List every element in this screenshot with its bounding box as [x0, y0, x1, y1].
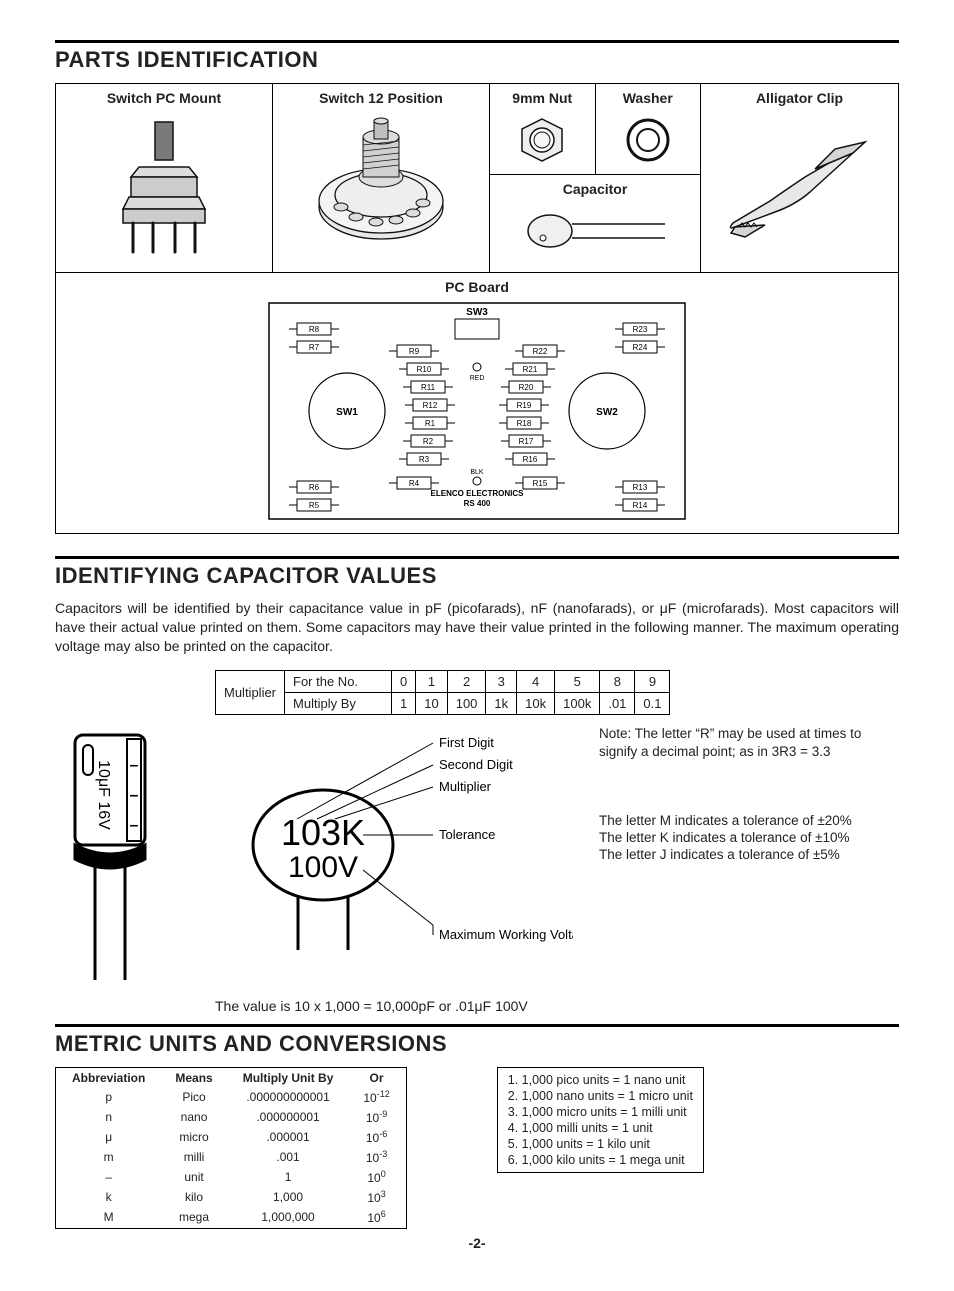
- svg-text:R3: R3: [419, 455, 430, 464]
- svg-text:SW2: SW2: [596, 407, 618, 418]
- svg-text:–: –: [130, 757, 139, 774]
- label-clip: Alligator Clip: [709, 90, 890, 106]
- svg-text:Maximum Working Voltage: Maximum Working Voltage: [439, 927, 573, 942]
- svg-text:SW1: SW1: [336, 407, 358, 418]
- cap-intro-text: Capacitors will be identified by their c…: [55, 599, 899, 656]
- svg-text:SW3: SW3: [466, 307, 488, 318]
- svg-text:R23: R23: [633, 325, 648, 334]
- svg-text:R20: R20: [519, 383, 534, 392]
- multiplier-table: Multiplier For the No. 0123 4589 Multipl…: [215, 670, 670, 715]
- svg-text:R8: R8: [309, 325, 320, 334]
- parts-box: Switch PC Mount: [55, 83, 899, 534]
- label-washer: Washer: [602, 90, 695, 106]
- tolerance-list: The letter M indicates a tolerance of ±2…: [599, 813, 899, 862]
- svg-text:RED: RED: [470, 375, 485, 382]
- switch-pc-icon: [109, 117, 219, 257]
- svg-text:R9: R9: [409, 347, 420, 356]
- svg-text:First Digit: First Digit: [439, 735, 494, 750]
- svg-text:–: –: [130, 787, 139, 804]
- svg-text:R16: R16: [523, 455, 538, 464]
- label-capacitor: Capacitor: [496, 181, 694, 197]
- svg-text:Tolerance: Tolerance: [439, 827, 495, 842]
- label-nut: 9mm Nut: [496, 90, 589, 106]
- svg-text:100V: 100V: [288, 851, 358, 884]
- washer-icon: [618, 115, 678, 165]
- svg-text:R22: R22: [533, 347, 548, 356]
- nut-icon: [512, 115, 572, 165]
- pcboard-icon: SW1 SW2 SW3 RED BLK ELENCO ELECTRONICS R…: [267, 301, 687, 521]
- svg-text:–: –: [130, 817, 139, 834]
- svg-text:10μF 16V: 10μF 16V: [95, 760, 112, 830]
- svg-text:R19: R19: [517, 401, 532, 410]
- svg-text:RS 400: RS 400: [464, 499, 491, 508]
- metric-table: AbbreviationMeansMultiply Unit ByOr pPic…: [55, 1067, 407, 1229]
- svg-text:BLK: BLK: [470, 469, 484, 476]
- label-switch-pc: Switch PC Mount: [64, 90, 264, 106]
- svg-text:R14: R14: [633, 501, 648, 510]
- svg-text:R7: R7: [309, 343, 320, 352]
- section-title-capvalues: IDENTIFYING CAPACITOR VALUES: [55, 563, 899, 589]
- svg-text:R15: R15: [533, 479, 548, 488]
- svg-text:R21: R21: [523, 365, 538, 374]
- capacitor-icon: [515, 206, 675, 256]
- svg-text:Multiplier: Multiplier: [439, 779, 492, 794]
- electrolytic-cap-icon: – – – 10μF 16V: [55, 725, 175, 985]
- label-switch-12: Switch 12 Position: [281, 90, 481, 106]
- svg-text:R13: R13: [633, 483, 648, 492]
- svg-text:R2: R2: [423, 437, 434, 446]
- cap-note-text: Note: The letter “R” may be used at time…: [599, 725, 899, 761]
- svg-text:R11: R11: [421, 383, 436, 392]
- svg-text:R24: R24: [633, 343, 648, 352]
- page-number: -2-: [55, 1235, 899, 1251]
- svg-text:R17: R17: [519, 437, 534, 446]
- disc-cap-diagram: 103K 100V First Digit Second Digit Multi…: [213, 725, 573, 955]
- section-title-metric: METRIC UNITS AND CONVERSIONS: [55, 1031, 899, 1057]
- svg-text:ELENCO ELECTRONICS: ELENCO ELECTRONICS: [431, 489, 525, 498]
- svg-text:R4: R4: [409, 479, 420, 488]
- svg-text:Second Digit: Second Digit: [439, 757, 513, 772]
- svg-text:R6: R6: [309, 483, 320, 492]
- svg-text:R10: R10: [417, 365, 432, 374]
- svg-text:R12: R12: [423, 401, 438, 410]
- svg-text:R1: R1: [425, 419, 436, 428]
- cap-value-line: The value is 10 x 1,000 = 10,000pF or .0…: [215, 998, 899, 1014]
- section-title-parts: PARTS IDENTIFICATION: [55, 47, 899, 73]
- label-pcboard: PC Board: [64, 279, 890, 295]
- switch-12-icon: [301, 117, 461, 257]
- svg-text:103K: 103K: [281, 812, 365, 853]
- svg-text:R5: R5: [309, 501, 320, 510]
- conversion-box: 1. 1,000 pico units = 1 nano unit 2. 1,0…: [497, 1067, 704, 1173]
- alligator-clip-icon: [715, 127, 885, 247]
- svg-text:R18: R18: [517, 419, 532, 428]
